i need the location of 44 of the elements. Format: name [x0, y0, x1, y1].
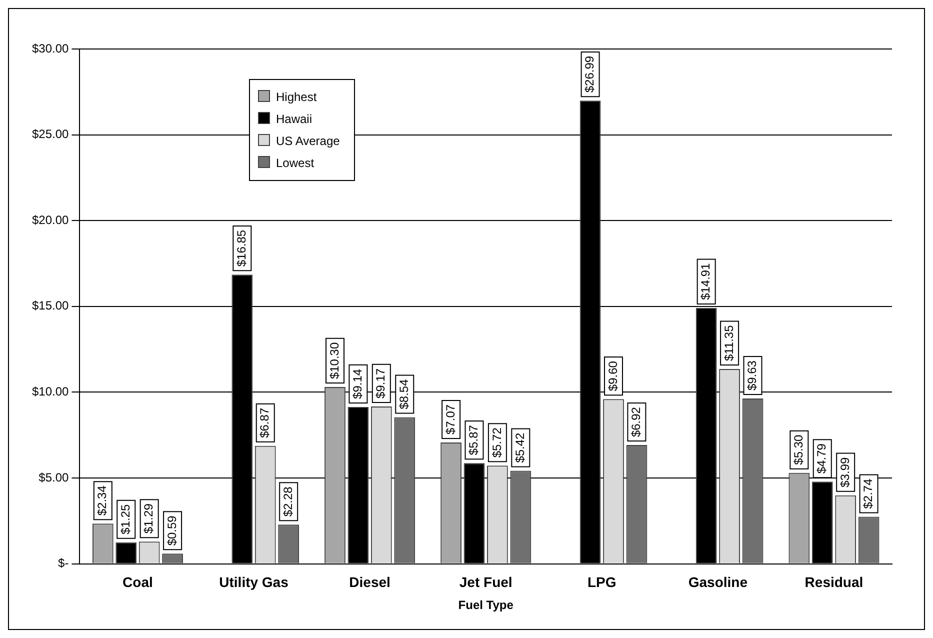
data-label: $8.54: [396, 378, 411, 410]
x-tick-label: Gasoline: [688, 574, 748, 590]
data-label: $1.29: [142, 503, 156, 534]
data-label: $7.07: [443, 404, 458, 434]
data-label: $2.28: [280, 486, 295, 517]
data-label: $2.74: [861, 478, 876, 509]
y-tick-label: $25.00: [32, 127, 70, 142]
y-tick-label: $10.00: [32, 384, 70, 399]
data-label: $14.91: [698, 262, 713, 300]
y-tick-label: $15.00: [32, 298, 70, 313]
x-tick-label: LPG: [588, 574, 616, 590]
x-tick-label: Residual: [804, 574, 864, 590]
legend-label: Highest: [275, 89, 318, 106]
x-tick-label: Diesel: [349, 574, 390, 590]
y-tick-label: $5.00: [38, 470, 70, 484]
y-tick-label: $20.00: [32, 212, 70, 227]
legend-label: Hawaii: [275, 111, 314, 128]
x-tick-label: Jet Fuel: [459, 574, 512, 590]
data-label: $26.99: [582, 56, 597, 93]
data-label: $16.85: [234, 230, 248, 267]
data-label: $2.34: [95, 485, 110, 516]
legend-label: Lowest: [275, 155, 316, 172]
data-label: $5.72: [490, 427, 504, 458]
data-label: $5.30: [791, 434, 806, 465]
data-label: $10.30: [327, 342, 342, 380]
data-label: $3.99: [838, 456, 852, 488]
y-tick-label: $30.00: [32, 41, 70, 56]
legend-label: US Average: [275, 133, 340, 150]
x-axis-title: Fuel Type: [458, 598, 514, 612]
data-label: $0.59: [164, 515, 179, 546]
data-label: $1.25: [118, 504, 132, 534]
data-label: $9.17: [374, 368, 388, 398]
data-label: $9.63: [745, 360, 760, 391]
x-tick-label: Utility Gas: [219, 574, 289, 590]
data-label: $9.14: [350, 368, 365, 399]
data-label: $6.87: [258, 408, 272, 438]
data-label: $9.60: [606, 360, 620, 392]
data-label: $11.35: [722, 324, 736, 362]
data-label: $6.92: [629, 406, 644, 438]
data-label: $5.87: [466, 424, 481, 456]
y-tick-label: $-: [58, 556, 69, 570]
data-label: $4.79: [814, 443, 829, 474]
data-label: $5.42: [512, 432, 527, 463]
x-tick-label: Coal: [122, 574, 153, 590]
